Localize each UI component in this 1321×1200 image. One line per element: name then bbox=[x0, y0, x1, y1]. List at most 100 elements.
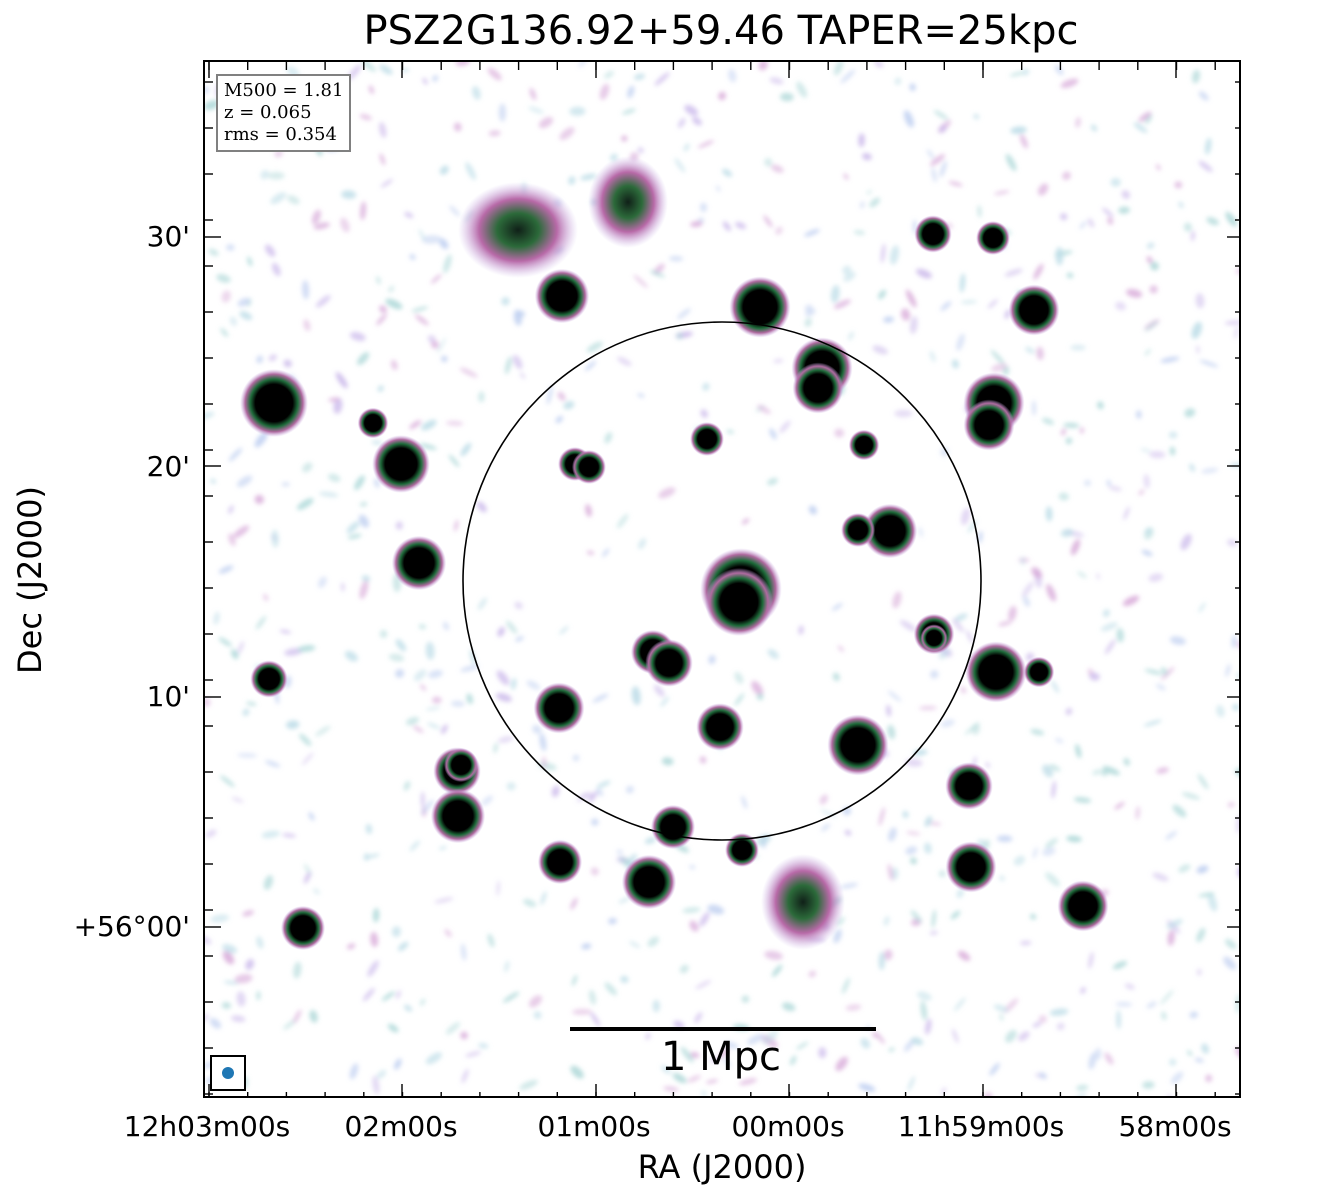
noise-blob bbox=[616, 856, 628, 863]
noise-blob bbox=[578, 62, 588, 68]
noise-blob bbox=[245, 958, 255, 971]
noise-blob bbox=[843, 271, 856, 282]
noise-blob bbox=[584, 360, 597, 371]
noise-blob bbox=[707, 904, 725, 915]
noise-blob bbox=[469, 649, 476, 666]
noise-blob bbox=[1107, 216, 1114, 225]
noise-blob bbox=[228, 533, 236, 546]
noise-blob bbox=[977, 205, 982, 218]
noise-blob bbox=[916, 991, 932, 1001]
ytick-label: 30' bbox=[146, 220, 190, 253]
noise-blob bbox=[775, 226, 783, 235]
noise-blob bbox=[888, 827, 897, 842]
noise-blob bbox=[1144, 348, 1151, 356]
noise-blob bbox=[333, 397, 343, 414]
noise-blob bbox=[1121, 190, 1131, 199]
noise-blob bbox=[1049, 764, 1061, 772]
noise-blob bbox=[419, 998, 426, 1006]
noise-blob bbox=[954, 613, 968, 622]
noise-blob bbox=[236, 475, 253, 488]
noise-blob bbox=[1196, 927, 1206, 943]
noise-blob bbox=[459, 367, 478, 378]
noise-blob bbox=[859, 201, 865, 209]
noise-blob bbox=[1033, 263, 1044, 280]
noise-blob bbox=[798, 625, 804, 635]
noise-blob bbox=[513, 309, 523, 326]
noise-blob bbox=[1036, 346, 1044, 361]
noise-blob bbox=[683, 143, 690, 152]
noise-blob bbox=[315, 295, 331, 308]
noise-blob bbox=[431, 340, 439, 349]
noise-blob bbox=[621, 135, 628, 142]
noise-blob bbox=[923, 842, 932, 854]
noise-blob bbox=[832, 672, 840, 682]
noise-blob bbox=[506, 620, 518, 634]
noise-blob bbox=[961, 507, 970, 526]
noise-blob bbox=[658, 487, 676, 499]
r500-circle bbox=[462, 321, 982, 841]
redshift-value: z = 0.065 bbox=[224, 102, 312, 123]
noise-blob bbox=[1123, 758, 1130, 766]
noise-blob bbox=[649, 270, 666, 278]
noise-blob bbox=[532, 725, 542, 734]
noise-blob bbox=[941, 1087, 947, 1095]
noise-blob bbox=[1161, 667, 1168, 676]
noise-blob bbox=[702, 382, 710, 391]
source-halo bbox=[690, 422, 724, 456]
noise-blob bbox=[840, 69, 856, 84]
noise-blob bbox=[697, 140, 715, 149]
noise-blob bbox=[1030, 913, 1037, 920]
noise-blob bbox=[903, 110, 914, 128]
noise-blob bbox=[1201, 1043, 1209, 1054]
noise-blob bbox=[938, 124, 947, 134]
noise-blob bbox=[999, 875, 1005, 882]
noise-blob bbox=[1190, 230, 1195, 242]
noise-blob bbox=[1032, 847, 1038, 859]
noise-blob bbox=[286, 720, 300, 730]
noise-blob bbox=[1089, 672, 1100, 681]
noise-blob bbox=[764, 158, 773, 167]
noise-blob bbox=[205, 829, 217, 838]
noise-blob bbox=[379, 629, 388, 639]
noise-blob bbox=[645, 1032, 651, 1040]
noise-blob bbox=[1232, 704, 1239, 711]
noise-blob bbox=[511, 677, 517, 690]
source-halo bbox=[645, 639, 693, 687]
noise-blob bbox=[858, 1083, 876, 1092]
noise-blob bbox=[1021, 581, 1034, 598]
noise-blob bbox=[699, 202, 708, 213]
noise-blob bbox=[1148, 573, 1164, 582]
noise-blob bbox=[950, 910, 961, 920]
noise-blob bbox=[939, 160, 947, 178]
noise-blob bbox=[555, 415, 563, 424]
noise-blob bbox=[461, 1068, 469, 1084]
noise-blob bbox=[318, 576, 327, 588]
noise-blob bbox=[1201, 467, 1219, 474]
noise-blob bbox=[842, 265, 852, 275]
noise-blob bbox=[1237, 865, 1239, 878]
source-halo bbox=[696, 703, 744, 751]
source-halo bbox=[1023, 656, 1055, 688]
noise-blob bbox=[1010, 126, 1027, 134]
noise-blob bbox=[455, 62, 470, 66]
source-halo bbox=[650, 804, 696, 850]
noise-blob bbox=[926, 149, 935, 160]
noise-blob bbox=[385, 298, 403, 310]
noise-blob bbox=[1112, 960, 1128, 970]
noise-blob bbox=[929, 350, 936, 363]
noise-blob bbox=[591, 818, 599, 826]
noise-blob bbox=[359, 580, 369, 600]
noise-blob bbox=[1133, 122, 1148, 133]
noise-blob bbox=[572, 1008, 592, 1015]
noise-blob bbox=[1030, 729, 1045, 736]
noise-blob bbox=[476, 501, 487, 513]
noise-blob bbox=[918, 526, 923, 538]
noise-blob bbox=[1135, 806, 1141, 820]
noise-blob bbox=[239, 311, 253, 321]
source-halo bbox=[572, 450, 606, 484]
noise-blob bbox=[1055, 737, 1064, 744]
noise-blob bbox=[652, 999, 660, 1013]
noise-blob bbox=[365, 823, 373, 835]
noise-blob bbox=[905, 846, 918, 855]
noise-blob bbox=[228, 447, 243, 462]
